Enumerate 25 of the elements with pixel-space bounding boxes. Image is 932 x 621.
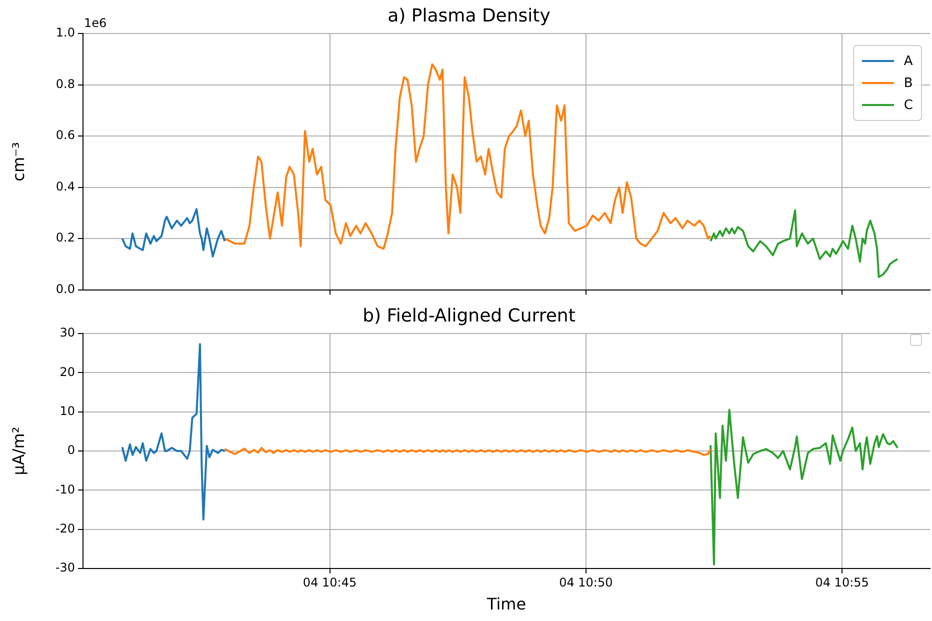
legend-label: B xyxy=(904,76,913,90)
y-tick-label: -20 xyxy=(55,521,75,536)
chart-title: a) Plasma Density xyxy=(388,5,551,26)
y-axis-title: μA/m² xyxy=(8,426,28,476)
x-tick-label: 04 10:55 xyxy=(815,576,869,590)
y-tick-label: 0.6 xyxy=(56,128,75,142)
y-tick-label: 1.0 xyxy=(56,26,75,40)
y-tick-label: 0.2 xyxy=(56,230,75,245)
x-tick-label: 04 10:50 xyxy=(559,576,613,590)
y-tick-label: 30 xyxy=(60,326,75,340)
y-tick-label: 0.0 xyxy=(56,282,75,296)
y-axis-title: cm⁻³ xyxy=(8,142,28,182)
y-tick-label: -10 xyxy=(55,482,75,496)
y-tick-label: -30 xyxy=(55,560,75,575)
legend-label: A xyxy=(904,54,913,68)
chart-title: b) Field-Aligned Current xyxy=(362,305,576,326)
y-tick-label: 0.4 xyxy=(56,179,75,194)
text: 1e6 xyxy=(84,16,107,30)
x-axis-title: Time xyxy=(486,594,526,614)
y-tick-label: 0.8 xyxy=(56,76,75,91)
x-tick-label: 04 10:45 xyxy=(302,576,357,590)
y-tick-label: 10 xyxy=(60,404,75,418)
legend-label: C xyxy=(904,98,913,112)
y-tick-label: 20 xyxy=(60,364,75,379)
y-tick-label: 0 xyxy=(67,443,75,458)
